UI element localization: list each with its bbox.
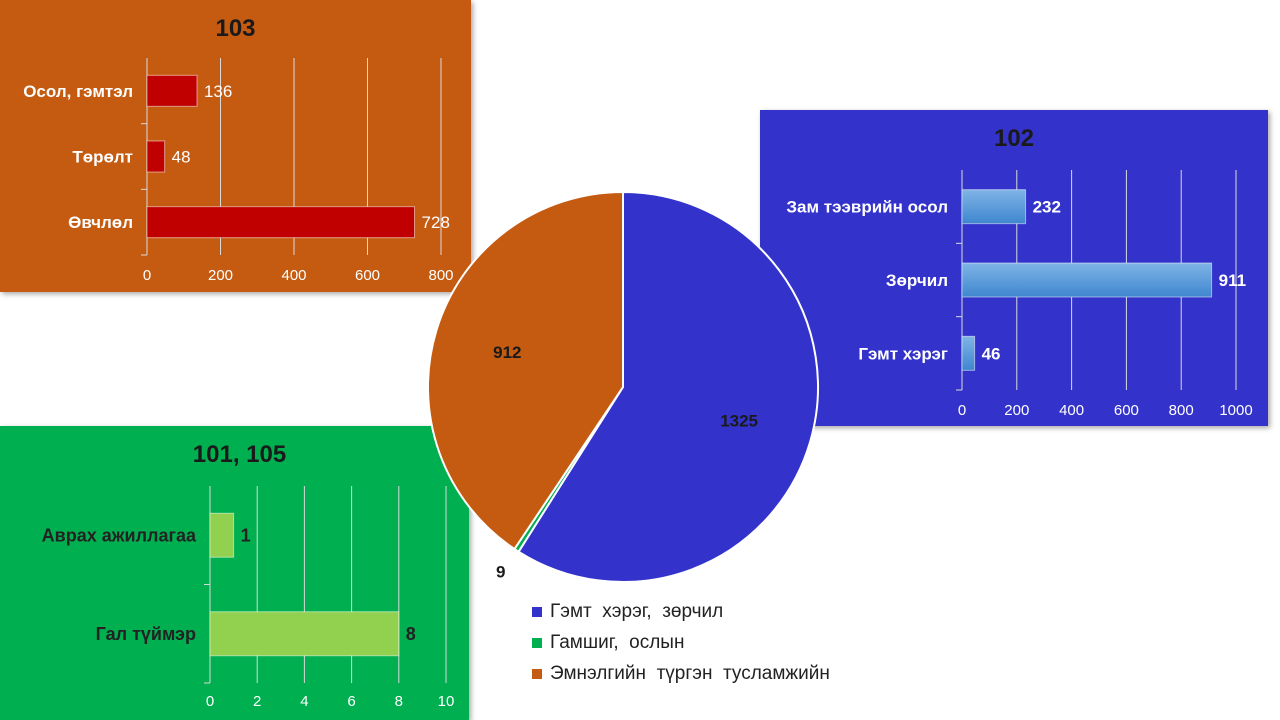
bar bbox=[209, 512, 235, 558]
x-tick-label: 8 bbox=[395, 693, 403, 710]
category-label: Аврах ажиллагаа bbox=[42, 525, 197, 545]
legend-item: Эмнэлгийн түргэн тусламжийн bbox=[532, 658, 830, 689]
pie-slice bbox=[427, 190, 624, 551]
x-tick-label: 0 bbox=[206, 693, 214, 710]
pie-data-label: 912 bbox=[493, 343, 521, 362]
data-label: 136 bbox=[204, 82, 232, 101]
x-tick-label: 200 bbox=[208, 267, 233, 284]
x-tick-label: 2 bbox=[253, 693, 261, 710]
x-tick-label: 600 bbox=[355, 267, 380, 284]
bar-chart-2: 101, 105 0 2 4 6 8 10 Аврах ажиллагаа 1 Гал түймэ… bbox=[42, 441, 455, 710]
pie-data-label: 9 bbox=[496, 562, 505, 581]
data-label: 48 bbox=[172, 148, 191, 167]
legend-label: Гэмт хэрэг, зөрчил bbox=[550, 600, 724, 622]
chart-title: 102 bbox=[994, 125, 1034, 152]
data-label: 8 bbox=[406, 624, 416, 644]
data-label: 911 bbox=[1219, 271, 1246, 290]
data-label: 46 bbox=[982, 344, 1001, 363]
x-tick-label: 10 bbox=[438, 693, 455, 710]
data-label: 1 bbox=[241, 525, 251, 545]
chart-title: 101, 105 bbox=[193, 441, 286, 468]
pie-legend: Гэмт хэрэг, зөрчил Гамшиг, ослын Эмнэлгийн… bbox=[532, 596, 830, 689]
category-label: Зам тээврийн осол bbox=[786, 198, 948, 217]
bar bbox=[146, 206, 416, 239]
bar bbox=[146, 74, 198, 107]
panel-103: 103 0 200 400 600 800 Осол, гэмтэл 136 Төрөлт 48 Ө… bbox=[0, 0, 471, 292]
pie-slice bbox=[517, 190, 819, 583]
bar bbox=[961, 189, 1027, 225]
bar bbox=[961, 262, 1213, 298]
category-label: Осол, гэмтэл bbox=[23, 82, 133, 101]
legend-swatch bbox=[532, 637, 542, 648]
x-tick-label: 400 bbox=[1059, 402, 1084, 419]
data-label: 232 bbox=[1033, 198, 1061, 217]
category-label: Гэмт хэрэг bbox=[858, 344, 948, 363]
pie-chart: 1325 9 912 bbox=[427, 190, 819, 583]
legend-swatch bbox=[532, 606, 542, 617]
x-tick-label: 200 bbox=[1004, 402, 1029, 419]
pie-data-label: 1325 bbox=[720, 412, 758, 431]
category-label: Гал түймэр bbox=[96, 624, 196, 644]
bar bbox=[961, 335, 976, 371]
bar-chart-1: 102 0 200 400 600 800 1000 Зам тээврийн осол 232… bbox=[786, 125, 1252, 419]
x-tick-label: 4 bbox=[300, 693, 308, 710]
legend-label: Эмнэлгийн түргэн тусламжийн bbox=[550, 662, 830, 684]
legend-label: Гамшиг, ослын bbox=[550, 631, 685, 653]
bar-chart-0: 103 0 200 400 600 800 Осол, гэмтэл 136 Төрөлт 48 Ө… bbox=[23, 15, 453, 284]
legend-item: Гэмт хэрэг, зөрчил bbox=[532, 596, 830, 627]
category-label: Өвчлөл bbox=[68, 213, 133, 232]
legend-swatch bbox=[532, 668, 542, 679]
x-tick-label: 800 bbox=[1169, 402, 1194, 419]
panel-101-105: 101, 105 0 2 4 6 8 10 Аврах ажиллагаа 1 Гал түймэ… bbox=[0, 426, 469, 720]
x-tick-label: 0 bbox=[958, 402, 966, 419]
legend-item: Гамшиг, ослын bbox=[532, 627, 830, 658]
chart-title: 103 bbox=[215, 15, 255, 42]
x-tick-label: 1000 bbox=[1219, 402, 1252, 419]
data-label: 728 bbox=[422, 213, 450, 232]
x-tick-label: 0 bbox=[143, 267, 151, 284]
category-label: Зөрчил bbox=[886, 271, 948, 290]
category-label: Төрөлт bbox=[72, 148, 133, 167]
x-tick-label: 400 bbox=[281, 267, 306, 284]
bar bbox=[146, 140, 166, 173]
panel-102: 102 0 200 400 600 800 1000 Зам тээврийн осол 232… bbox=[760, 110, 1268, 426]
bar bbox=[209, 611, 400, 657]
x-tick-label: 800 bbox=[428, 267, 453, 284]
x-tick-label: 600 bbox=[1114, 402, 1139, 419]
x-tick-label: 6 bbox=[347, 693, 355, 710]
